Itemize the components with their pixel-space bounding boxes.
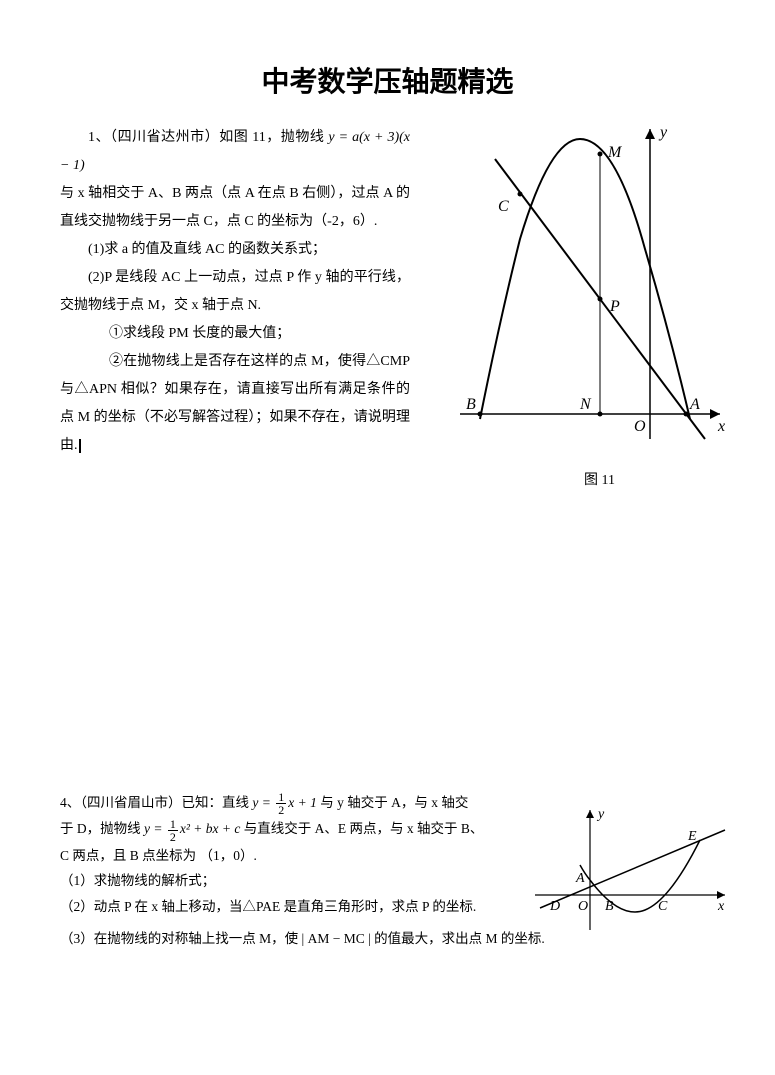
fig1-label-C: C <box>498 198 509 215</box>
figure-11: y x M C P B N O A <box>460 119 730 459</box>
fig1-label-A: A <box>689 396 700 413</box>
p4-line3: C 两点，且 B 点坐标为 （1，0）. <box>60 843 540 869</box>
problem-4: 4、（四川省眉山市）已知：直线 y = 12x + 1 与 y 轴交于 A，与 … <box>60 790 715 951</box>
fig1-label-x: x <box>717 418 725 435</box>
problem-1: 1、（四川省达州市）如图 11，抛物线 y = a(x + 3)(x − 1) … <box>60 124 715 460</box>
p1-q2-2: ②在抛物线上是否存在这样的点 M，使得△CMP 与△APN 相似？如果存在，请直… <box>60 348 410 460</box>
p1-q2-1: ①求线段 PM 长度的最大值； <box>60 320 410 348</box>
p4-q2: （2）动点 P 在 x 轴上移动，当△PAE 是直角三角形时，求点 P 的坐标. <box>60 894 540 920</box>
p1-q1: (1)求 a 的值及直线 AC 的函数关系式； <box>60 236 410 264</box>
fig2-label-B: B <box>605 899 614 914</box>
figure-2: y x A E D O B C <box>530 800 730 940</box>
figure-2-svg: y x A E D O B C <box>530 800 730 940</box>
p1-source: 1、（四川省达州市）如图 11，抛物线 <box>88 130 328 145</box>
p1-q2: (2)P 是线段 AC 上一动点，过点 P 作 y 轴的平行线，交抛物线于点 M… <box>60 264 410 320</box>
problem-4-text: 4、（四川省眉山市）已知：直线 y = 12x + 1 与 y 轴交于 A，与 … <box>60 790 540 920</box>
fig1-label-O: O <box>634 418 646 435</box>
text-cursor <box>79 439 81 453</box>
fig1-label-N: N <box>579 396 592 413</box>
p1-line1: 1、（四川省达州市）如图 11，抛物线 y = a(x + 3)(x − 1) <box>60 124 410 180</box>
p4-line2: 于 D，抛物线 y = 12x² + bx + c 与直线交于 A、E 两点，与… <box>60 816 540 842</box>
fig2-label-C: C <box>658 899 668 914</box>
page-content: 中考数学压轴题精选 1、（四川省达州市）如图 11，抛物线 y = a(x + … <box>0 0 775 991</box>
fig2-label-D: D <box>549 899 560 914</box>
p1-line1-rest: 与 x 轴相交于 A、B 两点（点 A 在点 B 右侧），过点 A 的直线交抛物… <box>60 180 410 236</box>
p4-line1: 4、（四川省眉山市）已知：直线 y = 12x + 1 与 y 轴交于 A，与 … <box>60 790 540 816</box>
fraction-half-2: 12 <box>168 818 178 843</box>
fig2-label-x: x <box>717 899 725 914</box>
fig1-label-P: P <box>609 298 620 315</box>
figure-11-caption: 图 11 <box>584 469 615 489</box>
figure-11-svg: y x M C P B N O A <box>460 119 730 449</box>
fig2-label-E: E <box>687 829 697 844</box>
page-title: 中考数学压轴题精选 <box>60 60 715 100</box>
fig2-label-A: A <box>575 871 585 886</box>
fig1-label-B: B <box>466 396 476 413</box>
fig1-label-M: M <box>607 144 623 161</box>
fig2-label-y: y <box>596 807 605 822</box>
fraction-half-1: 12 <box>276 791 286 816</box>
fig2-label-O: O <box>578 899 588 914</box>
fig1-label-y: y <box>658 124 668 141</box>
p4-q1: （1）求抛物线的解析式； <box>60 868 540 894</box>
problem-1-text: 1、（四川省达州市）如图 11，抛物线 y = a(x + 3)(x − 1) … <box>60 124 410 460</box>
